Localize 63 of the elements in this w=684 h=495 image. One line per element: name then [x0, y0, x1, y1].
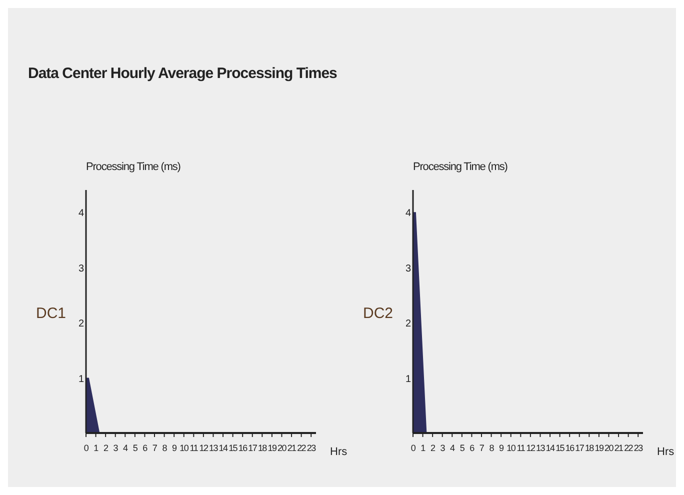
x-tick-label: 18 — [258, 443, 268, 453]
x-tick-label: 10 — [180, 443, 189, 453]
x-axis-title: Hrs — [657, 446, 675, 458]
x-tick-label: 6 — [470, 443, 475, 453]
y-tick-label: 2 — [405, 318, 412, 330]
x-tick-label: 19 — [594, 443, 604, 453]
x-tick-label: 19 — [268, 443, 277, 453]
x-tick-label: 7 — [479, 443, 484, 453]
x-tick-label: 15 — [556, 443, 565, 453]
x-tick-label: 3 — [113, 443, 118, 453]
x-tick-label: 21 — [614, 443, 624, 453]
x-tick-label: 1 — [94, 443, 99, 453]
x-tick-label: 23 — [634, 443, 644, 453]
x-tick-label: 5 — [460, 443, 465, 453]
x-tick-label: 15 — [228, 443, 238, 453]
x-tick-label: 2 — [430, 443, 436, 453]
x-tick-label: 9 — [172, 443, 177, 453]
x-tick-label: 0 — [410, 443, 416, 453]
y-tick-label: 2 — [78, 318, 84, 330]
x-tick-label: 7 — [152, 443, 158, 453]
x-tick-label: 22 — [624, 443, 634, 453]
x-tick-label: 12 — [199, 443, 208, 453]
x-tick-label: 20 — [604, 443, 614, 453]
x-tick-label: 8 — [489, 443, 494, 453]
x-tick-label: 13 — [209, 443, 218, 453]
x-tick-label: 22 — [297, 443, 306, 453]
x-tick-label: 6 — [142, 443, 148, 453]
x-tick-label: 11 — [516, 443, 526, 453]
x-tick-label: 0 — [84, 443, 89, 453]
x-tick-label: 16 — [565, 443, 575, 453]
x-tick-label: 17 — [575, 443, 584, 453]
x-tick-label: 5 — [132, 443, 138, 453]
y-tick-label: 4 — [78, 208, 84, 220]
x-axis-title: Hrs — [330, 446, 348, 458]
x-tick-label: 14 — [546, 443, 556, 453]
x-tick-label: 17 — [248, 443, 258, 453]
y-axis-title: Processing Time (ms) — [86, 161, 180, 173]
x-tick-label: 20 — [278, 443, 287, 453]
x-tick-label: 11 — [190, 443, 198, 453]
text: DC2 — [363, 305, 394, 322]
y-tick-label: 3 — [405, 263, 412, 274]
x-tick-label: 12 — [526, 443, 536, 453]
text: DC1 — [36, 305, 66, 322]
x-tick-label: 4 — [450, 443, 456, 453]
y-tick-label: 4 — [405, 208, 412, 220]
x-tick-label: 9 — [498, 443, 504, 453]
y-tick-label: 3 — [78, 263, 84, 274]
y-tick-label: 1 — [78, 374, 84, 385]
y-axis-title: Processing Time (ms) — [413, 161, 508, 173]
x-tick-label: 8 — [162, 443, 168, 453]
x-tick-label: 16 — [238, 443, 248, 453]
x-tick-label: 2 — [103, 443, 108, 453]
x-tick-label: 13 — [536, 443, 546, 453]
y-tick-label: 1 — [405, 374, 412, 385]
chart-title: Data Center Hourly Average Processing Times — [28, 65, 338, 82]
x-tick-label: 14 — [218, 443, 228, 453]
x-tick-label: 3 — [440, 443, 446, 453]
x-tick-label: 18 — [584, 443, 594, 453]
x-tick-label: 10 — [506, 443, 516, 453]
x-tick-label: 1 — [420, 443, 426, 453]
x-tick-label: 23 — [306, 443, 316, 453]
x-tick-label: 4 — [123, 443, 128, 453]
x-tick-label: 21 — [287, 443, 297, 453]
